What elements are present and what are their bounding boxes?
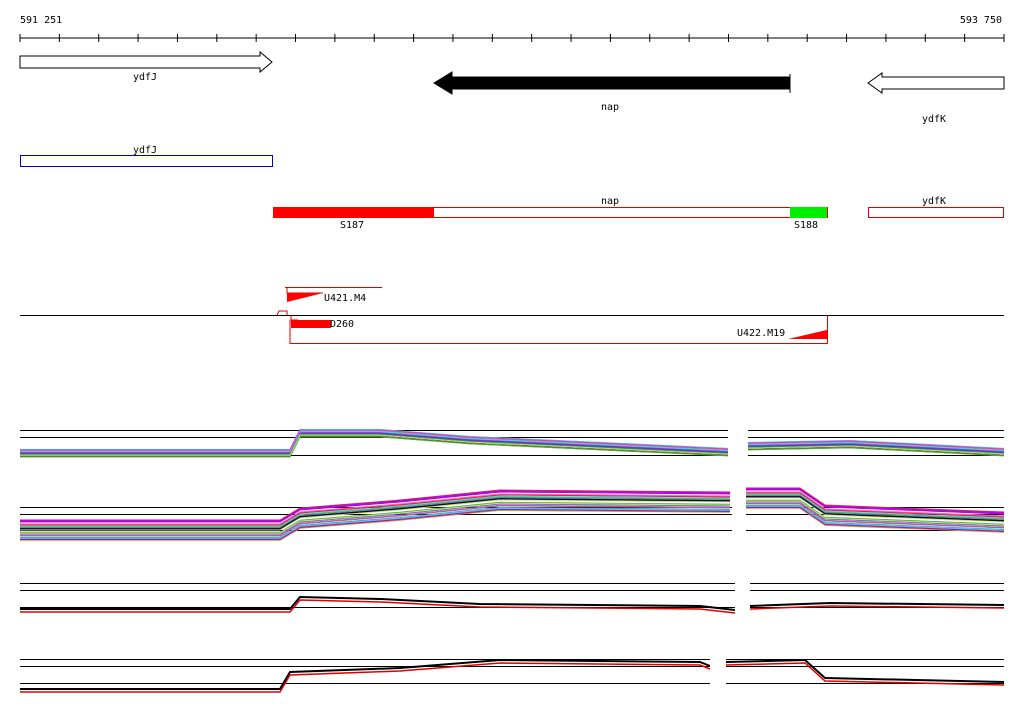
trace [747, 443, 1005, 453]
trace [746, 493, 1005, 519]
trace [20, 431, 729, 453]
annotation-label: ydfJ [133, 145, 157, 156]
trace [20, 508, 731, 540]
ruler-ticks [19, 34, 1005, 42]
gap [732, 501, 746, 544]
trace [746, 505, 1005, 531]
trace [725, 658, 1005, 683]
trace [20, 499, 731, 531]
feature-line [289, 315, 828, 344]
trace [20, 504, 731, 536]
trace [746, 487, 1005, 513]
gap [728, 424, 748, 469]
trace [20, 436, 729, 458]
gene-arrow [867, 72, 1005, 94]
trace [20, 595, 736, 611]
gene-label: nap [601, 102, 619, 113]
segment-label: S188 [794, 220, 818, 231]
trace [747, 444, 1005, 454]
trace [20, 509, 731, 541]
trace [725, 662, 1005, 686]
annotation-box [868, 207, 1004, 218]
trace [20, 429, 729, 451]
trace [746, 492, 1005, 518]
annotation-label: ydfK [922, 196, 946, 207]
trace [20, 497, 731, 529]
trace [747, 442, 1005, 452]
trace [746, 502, 1005, 528]
trace [749, 601, 1005, 607]
trace [20, 434, 729, 456]
trace [20, 493, 731, 525]
trace [746, 496, 1005, 522]
ruler-end: 593 750 [960, 15, 1002, 26]
trace [747, 441, 1005, 451]
trace [20, 662, 711, 693]
trace [746, 500, 1005, 526]
trace [20, 490, 731, 522]
trace [20, 495, 731, 527]
gap [735, 577, 750, 621]
trace [747, 439, 1005, 449]
segment-fill [273, 207, 434, 218]
feature-box [291, 320, 331, 328]
trace [20, 489, 731, 521]
annotation-label: nap [601, 196, 619, 207]
trace [747, 445, 1005, 455]
annotation-box [20, 155, 273, 167]
trace [749, 605, 1005, 610]
trace [746, 506, 1005, 532]
trace [747, 440, 1005, 450]
segment-label: S187 [340, 220, 364, 231]
feature-line [286, 288, 323, 294]
trace [20, 496, 731, 528]
trace [746, 501, 1005, 527]
trace [746, 499, 1005, 525]
trace [746, 497, 1005, 523]
feature-line [276, 310, 288, 316]
trace [746, 489, 1005, 515]
feature-label: U421.M4 [324, 293, 366, 304]
gene-arrow [19, 50, 273, 74]
expression-traces [20, 424, 1005, 697]
trace [20, 599, 736, 614]
segment-fill [790, 207, 827, 218]
trace [20, 501, 731, 533]
feature-triangle [287, 293, 323, 302]
trace [20, 432, 729, 454]
trace [20, 503, 731, 535]
trace [20, 494, 731, 526]
trace [20, 658, 711, 690]
trace [20, 502, 731, 534]
gene-label: ydfK [922, 114, 946, 125]
gene-arrow [433, 71, 791, 95]
feature-label: D260 [330, 319, 354, 330]
trace [747, 447, 1005, 457]
ruler-start: 591 251 [20, 15, 62, 26]
feature-label: U422.M19 [737, 328, 785, 339]
trace [746, 491, 1005, 517]
trace [746, 507, 1005, 533]
gene-label: ydfJ [133, 72, 157, 83]
trace [20, 491, 731, 523]
trace [746, 488, 1005, 514]
trace [20, 507, 731, 539]
gap [710, 653, 726, 697]
trace [20, 507, 731, 539]
trace [747, 443, 1005, 453]
feature-triangle [788, 330, 827, 339]
trace [20, 498, 731, 530]
